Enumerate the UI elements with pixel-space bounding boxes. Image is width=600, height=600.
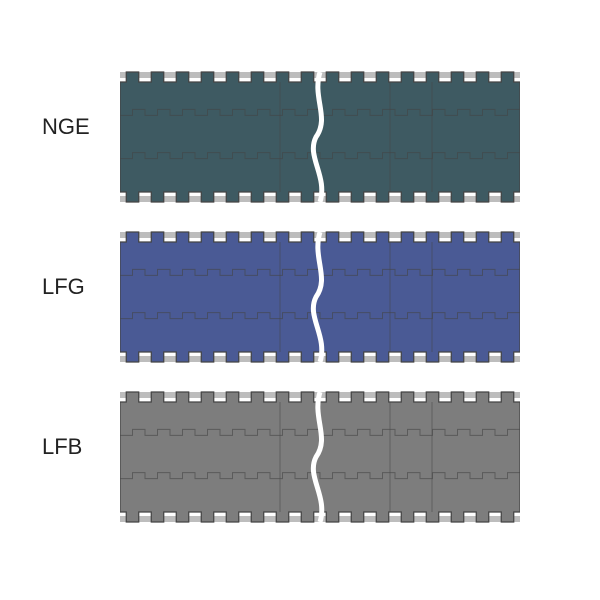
swatch-label-lfb: LFB xyxy=(42,434,102,460)
belt-swatch-lfg xyxy=(120,222,520,352)
swatch-label-nge: NGE xyxy=(42,114,102,140)
belt-swatch-lfb xyxy=(120,382,520,512)
swatch-row-nge: NGE xyxy=(0,62,600,192)
swatch-label-lfg: LFG xyxy=(42,274,102,300)
belt-swatch-nge xyxy=(120,62,520,192)
swatch-row-lfb: LFB xyxy=(0,382,600,512)
swatch-row-lfg: LFG xyxy=(0,222,600,352)
